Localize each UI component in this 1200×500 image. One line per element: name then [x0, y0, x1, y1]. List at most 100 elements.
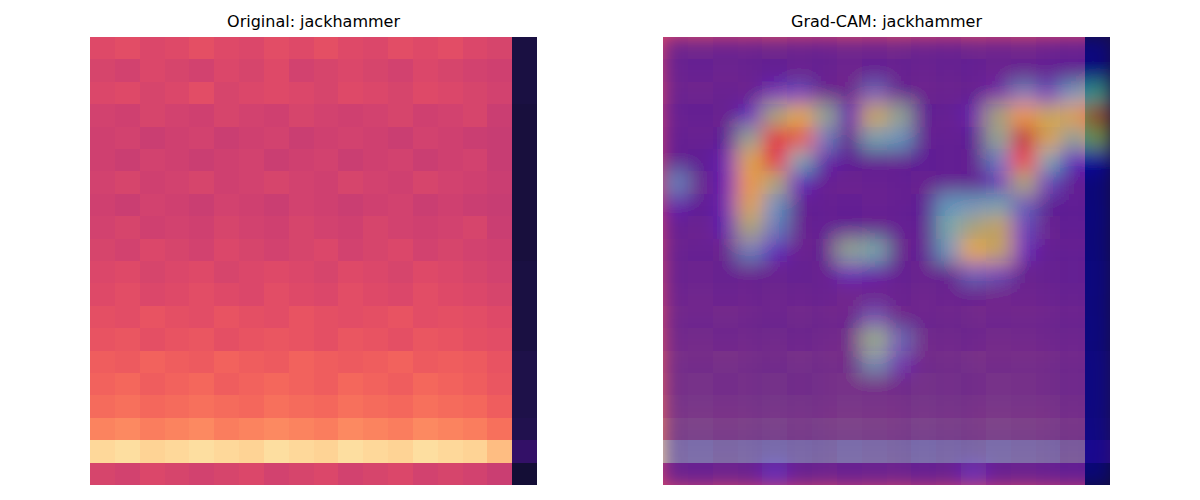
- cam-cell: [688, 171, 713, 194]
- cam-row: [663, 127, 1110, 150]
- cam-cell: [1085, 261, 1110, 284]
- cam-cell: [787, 37, 812, 60]
- cam-cell: [688, 261, 713, 284]
- cam-cell: [787, 283, 812, 306]
- cam-cell: [1085, 463, 1110, 485]
- spectrogram-cell: [115, 440, 140, 463]
- spectrogram-cell: [338, 171, 363, 194]
- spectrogram-cell: [512, 261, 537, 284]
- cam-row: [663, 37, 1110, 60]
- spectrogram-cell: [1060, 149, 1085, 172]
- spectrogram-cell: [663, 261, 688, 284]
- spectrogram-cell: [738, 418, 763, 441]
- cam-cell: [911, 373, 936, 396]
- spectrogram-cell: [239, 283, 264, 306]
- spectrogram-cell: [1036, 261, 1061, 284]
- spectrogram-cell: [165, 283, 190, 306]
- cam-cell: [713, 306, 738, 329]
- spectrogram-cell: [936, 373, 961, 396]
- spectrogram-cell: [961, 283, 986, 306]
- spectrogram-cell: [264, 104, 289, 127]
- spectrogram-cell: [663, 37, 688, 60]
- spectrogram-cell: [140, 127, 165, 150]
- spectrogram-cell: [911, 104, 936, 127]
- cam-cell: [663, 261, 688, 284]
- cam-cell: [1011, 463, 1036, 485]
- spectrogram-cell: [438, 328, 463, 351]
- spectrogram-cell: [388, 373, 413, 396]
- cam-cell: [1060, 59, 1085, 82]
- spectrogram-cell: [140, 351, 165, 374]
- cam-cell: [911, 104, 936, 127]
- spectrogram-row: [663, 194, 1110, 217]
- spectrogram-cell: [115, 239, 140, 262]
- cam-cell: [911, 283, 936, 306]
- cam-cell: [1011, 283, 1036, 306]
- cam-cell: [812, 463, 837, 485]
- spectrogram-cell: [862, 82, 887, 105]
- spectrogram-cell: [165, 306, 190, 329]
- spectrogram-row: [663, 440, 1110, 463]
- spectrogram-row: [90, 37, 537, 60]
- spectrogram-row: [90, 216, 537, 239]
- spectrogram-cell: [264, 37, 289, 60]
- spectrogram-row: [663, 463, 1110, 485]
- spectrogram-cell: [713, 171, 738, 194]
- spectrogram-cell: [487, 194, 512, 217]
- spectrogram-cell: [862, 261, 887, 284]
- spectrogram-cell: [787, 440, 812, 463]
- cam-row: [663, 440, 1110, 463]
- spectrogram-cell: [214, 149, 239, 172]
- cam-cell: [887, 82, 912, 105]
- cam-cell: [787, 171, 812, 194]
- cam-cell: [1036, 82, 1061, 105]
- spectrogram-cell: [338, 149, 363, 172]
- cam-row: [663, 82, 1110, 105]
- spectrogram-cell: [189, 283, 214, 306]
- cam-cell: [1060, 463, 1085, 485]
- cam-cell: [936, 351, 961, 374]
- cam-cell: [1085, 82, 1110, 105]
- spectrogram-cell: [1060, 127, 1085, 150]
- cam-cell: [862, 395, 887, 418]
- spectrogram-cell: [688, 351, 713, 374]
- spectrogram-cell: [363, 395, 388, 418]
- cam-cell: [1036, 59, 1061, 82]
- cam-cell: [1011, 306, 1036, 329]
- spectrogram-cell: [961, 306, 986, 329]
- spectrogram-cell: [688, 328, 713, 351]
- spectrogram-cell: [713, 395, 738, 418]
- cam-cell: [837, 261, 862, 284]
- cam-cell: [837, 351, 862, 374]
- cam-cell: [1060, 351, 1085, 374]
- spectrogram-cell: [936, 283, 961, 306]
- cam-cell: [837, 104, 862, 127]
- cam-cell: [936, 171, 961, 194]
- spectrogram-cell: [239, 82, 264, 105]
- spectrogram-cell: [338, 194, 363, 217]
- cam-cell: [887, 59, 912, 82]
- cam-cell: [1036, 171, 1061, 194]
- spectrogram-cell: [713, 351, 738, 374]
- spectrogram-cell: [812, 463, 837, 485]
- cam-cell: [713, 351, 738, 374]
- cam-cell: [713, 328, 738, 351]
- cam-cell: [688, 306, 713, 329]
- cam-cell: [1085, 440, 1110, 463]
- spectrogram-cell: [338, 328, 363, 351]
- spectrogram-cell: [438, 59, 463, 82]
- spectrogram-cell: [887, 59, 912, 82]
- spectrogram-cell: [1011, 351, 1036, 374]
- spectrogram-cell: [363, 283, 388, 306]
- cam-cell: [1036, 127, 1061, 150]
- spectrogram-cell: [762, 418, 787, 441]
- spectrogram-cell: [90, 328, 115, 351]
- spectrogram-cell: [388, 239, 413, 262]
- spectrogram-row: [663, 395, 1110, 418]
- spectrogram-cell: [189, 463, 214, 485]
- spectrogram-cell: [338, 373, 363, 396]
- cam-cell: [812, 37, 837, 60]
- cam-cell: [713, 395, 738, 418]
- cam-row: [663, 171, 1110, 194]
- spectrogram-cell: [487, 104, 512, 127]
